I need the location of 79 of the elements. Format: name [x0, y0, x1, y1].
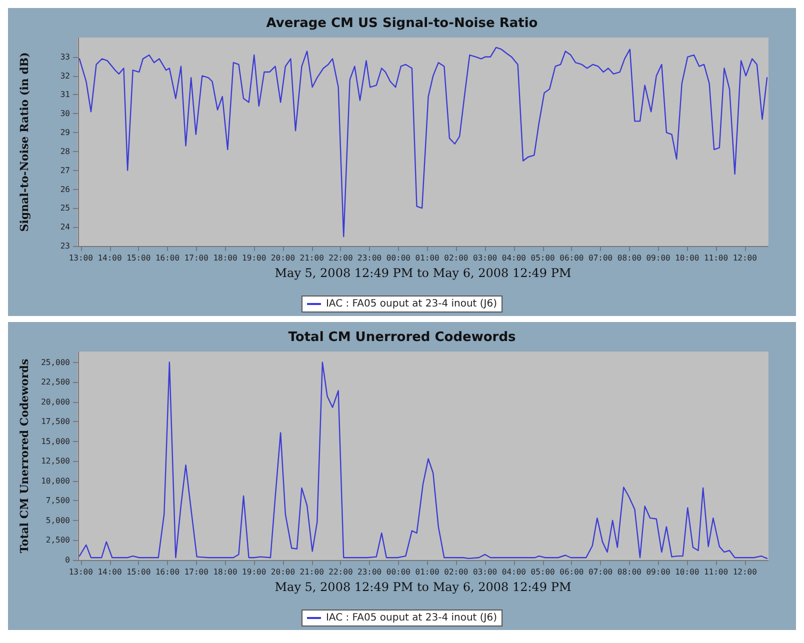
x-tick-label: 02:00: [444, 254, 468, 262]
x-tick-label: 19:00: [242, 568, 266, 576]
x-tick-label: 17:00: [184, 568, 209, 576]
line-series: [78, 46, 768, 238]
x-tick-label: 23:00: [358, 254, 382, 262]
y-axis-title: Total CM Unerrored Codewords: [18, 358, 31, 554]
x-tick-label: 08:00: [617, 568, 642, 576]
x-tick-label: 11:00: [704, 568, 728, 576]
y-tick-label: 20,000: [41, 397, 70, 406]
x-tick-label: 10:00: [675, 254, 700, 262]
x-tick-label: 15:00: [126, 254, 151, 262]
y-tick-label: 23: [60, 242, 70, 250]
chart-title: Total CM Unerrored Codewords: [288, 330, 516, 345]
x-tick-label: 00:00: [386, 568, 411, 576]
x-tick-label: 09:00: [646, 254, 671, 262]
y-tick-label: 28: [60, 146, 70, 156]
y-tick-label: 24: [60, 222, 70, 232]
x-tick-label: 00:00: [386, 254, 411, 262]
x-tick-label: 08:00: [617, 254, 642, 262]
x-tick-label: 07:00: [588, 254, 613, 262]
x-tick-label: 23:00: [358, 568, 382, 576]
x-tick-label: 17:00: [184, 254, 209, 262]
chart-title: Average CM US Signal-to-Noise Ratio: [266, 16, 538, 31]
y-tick-label: 25,000: [41, 358, 70, 367]
x-tick-label: 05:00: [530, 254, 556, 262]
x-tick-label: 03:00: [473, 568, 498, 576]
x-tick-label: 21:00: [300, 568, 324, 576]
x-tick-label: 22:00: [328, 254, 353, 262]
y-tick-label: 10,000: [41, 476, 70, 486]
x-tick-label: 12:00: [732, 254, 758, 262]
x-tick-label: 05:00: [530, 568, 556, 576]
x-tick-label: 06:00: [560, 254, 584, 262]
x-tick-label: 21:00: [300, 254, 324, 262]
y-tick-label: 33: [60, 52, 70, 62]
y-tick-label: 7,500: [46, 496, 70, 506]
y-tick-label: 5,000: [46, 516, 70, 525]
y-tick-label: 27: [60, 166, 70, 175]
x-axis-title: May 5, 2008 12:49 PM to May 6, 2008 12:49 PM: [274, 580, 572, 594]
legend-label: IAC : FA05 ouput at 23-4 inout (J6): [326, 612, 498, 624]
x-tick-label: 19:00: [242, 254, 266, 262]
y-tick-label: 2,500: [46, 536, 70, 545]
y-axis-title: Signal-to-Noise Ratio (in dB): [18, 52, 31, 232]
y-tick-label: 12,500: [41, 456, 70, 466]
x-tick-label: 18:00: [213, 568, 238, 576]
x-tick-label: 04:00: [502, 568, 526, 576]
x-tick-label: 16:00: [155, 254, 180, 262]
y-tick-label: 15,000: [41, 436, 70, 446]
x-tick-label: 18:00: [213, 254, 238, 262]
x-tick-label: 06:00: [560, 568, 584, 576]
x-tick-label: 07:00: [588, 568, 613, 576]
x-tick-label: 10:00: [675, 568, 700, 576]
y-tick-label: 26: [60, 184, 70, 194]
y-tick-label: 0: [65, 556, 70, 564]
x-tick-label: 15:00: [126, 568, 151, 576]
y-tick-label: 32: [60, 71, 70, 80]
x-tick-label: 01:00: [415, 568, 440, 576]
y-tick-label: 25: [60, 204, 70, 213]
y-tick-label: 31: [60, 90, 70, 100]
x-tick-label: 04:00: [502, 254, 526, 262]
x-tick-label: 12:00: [732, 568, 758, 576]
y-tick-label: 22,500: [41, 378, 70, 387]
y-tick-label: 17,500: [41, 417, 70, 426]
x-tick-label: 13:00: [68, 254, 94, 262]
y-tick-label: 30: [60, 109, 70, 118]
x-tick-label: 14:00: [98, 568, 122, 576]
x-tick-label: 20:00: [270, 254, 296, 262]
x-tick-label: 22:00: [328, 568, 353, 576]
x-axis-title: May 5, 2008 12:49 PM to May 6, 2008 12:49 PM: [274, 266, 572, 280]
y-tick-label: 29: [60, 128, 70, 138]
x-tick-label: 11:00: [704, 254, 728, 262]
x-tick-label: 13:00: [68, 568, 94, 576]
x-tick-label: 03:00: [473, 254, 498, 262]
x-tick-label: 20:00: [270, 568, 296, 576]
x-tick-label: 09:00: [646, 568, 671, 576]
x-tick-label: 01:00: [415, 254, 440, 262]
x-tick-label: 02:00: [444, 568, 468, 576]
x-tick-label: 14:00: [98, 254, 122, 262]
legend-label: IAC : FA05 ouput at 23-4 inout (J6): [326, 298, 498, 310]
x-tick-label: 16:00: [155, 568, 180, 576]
